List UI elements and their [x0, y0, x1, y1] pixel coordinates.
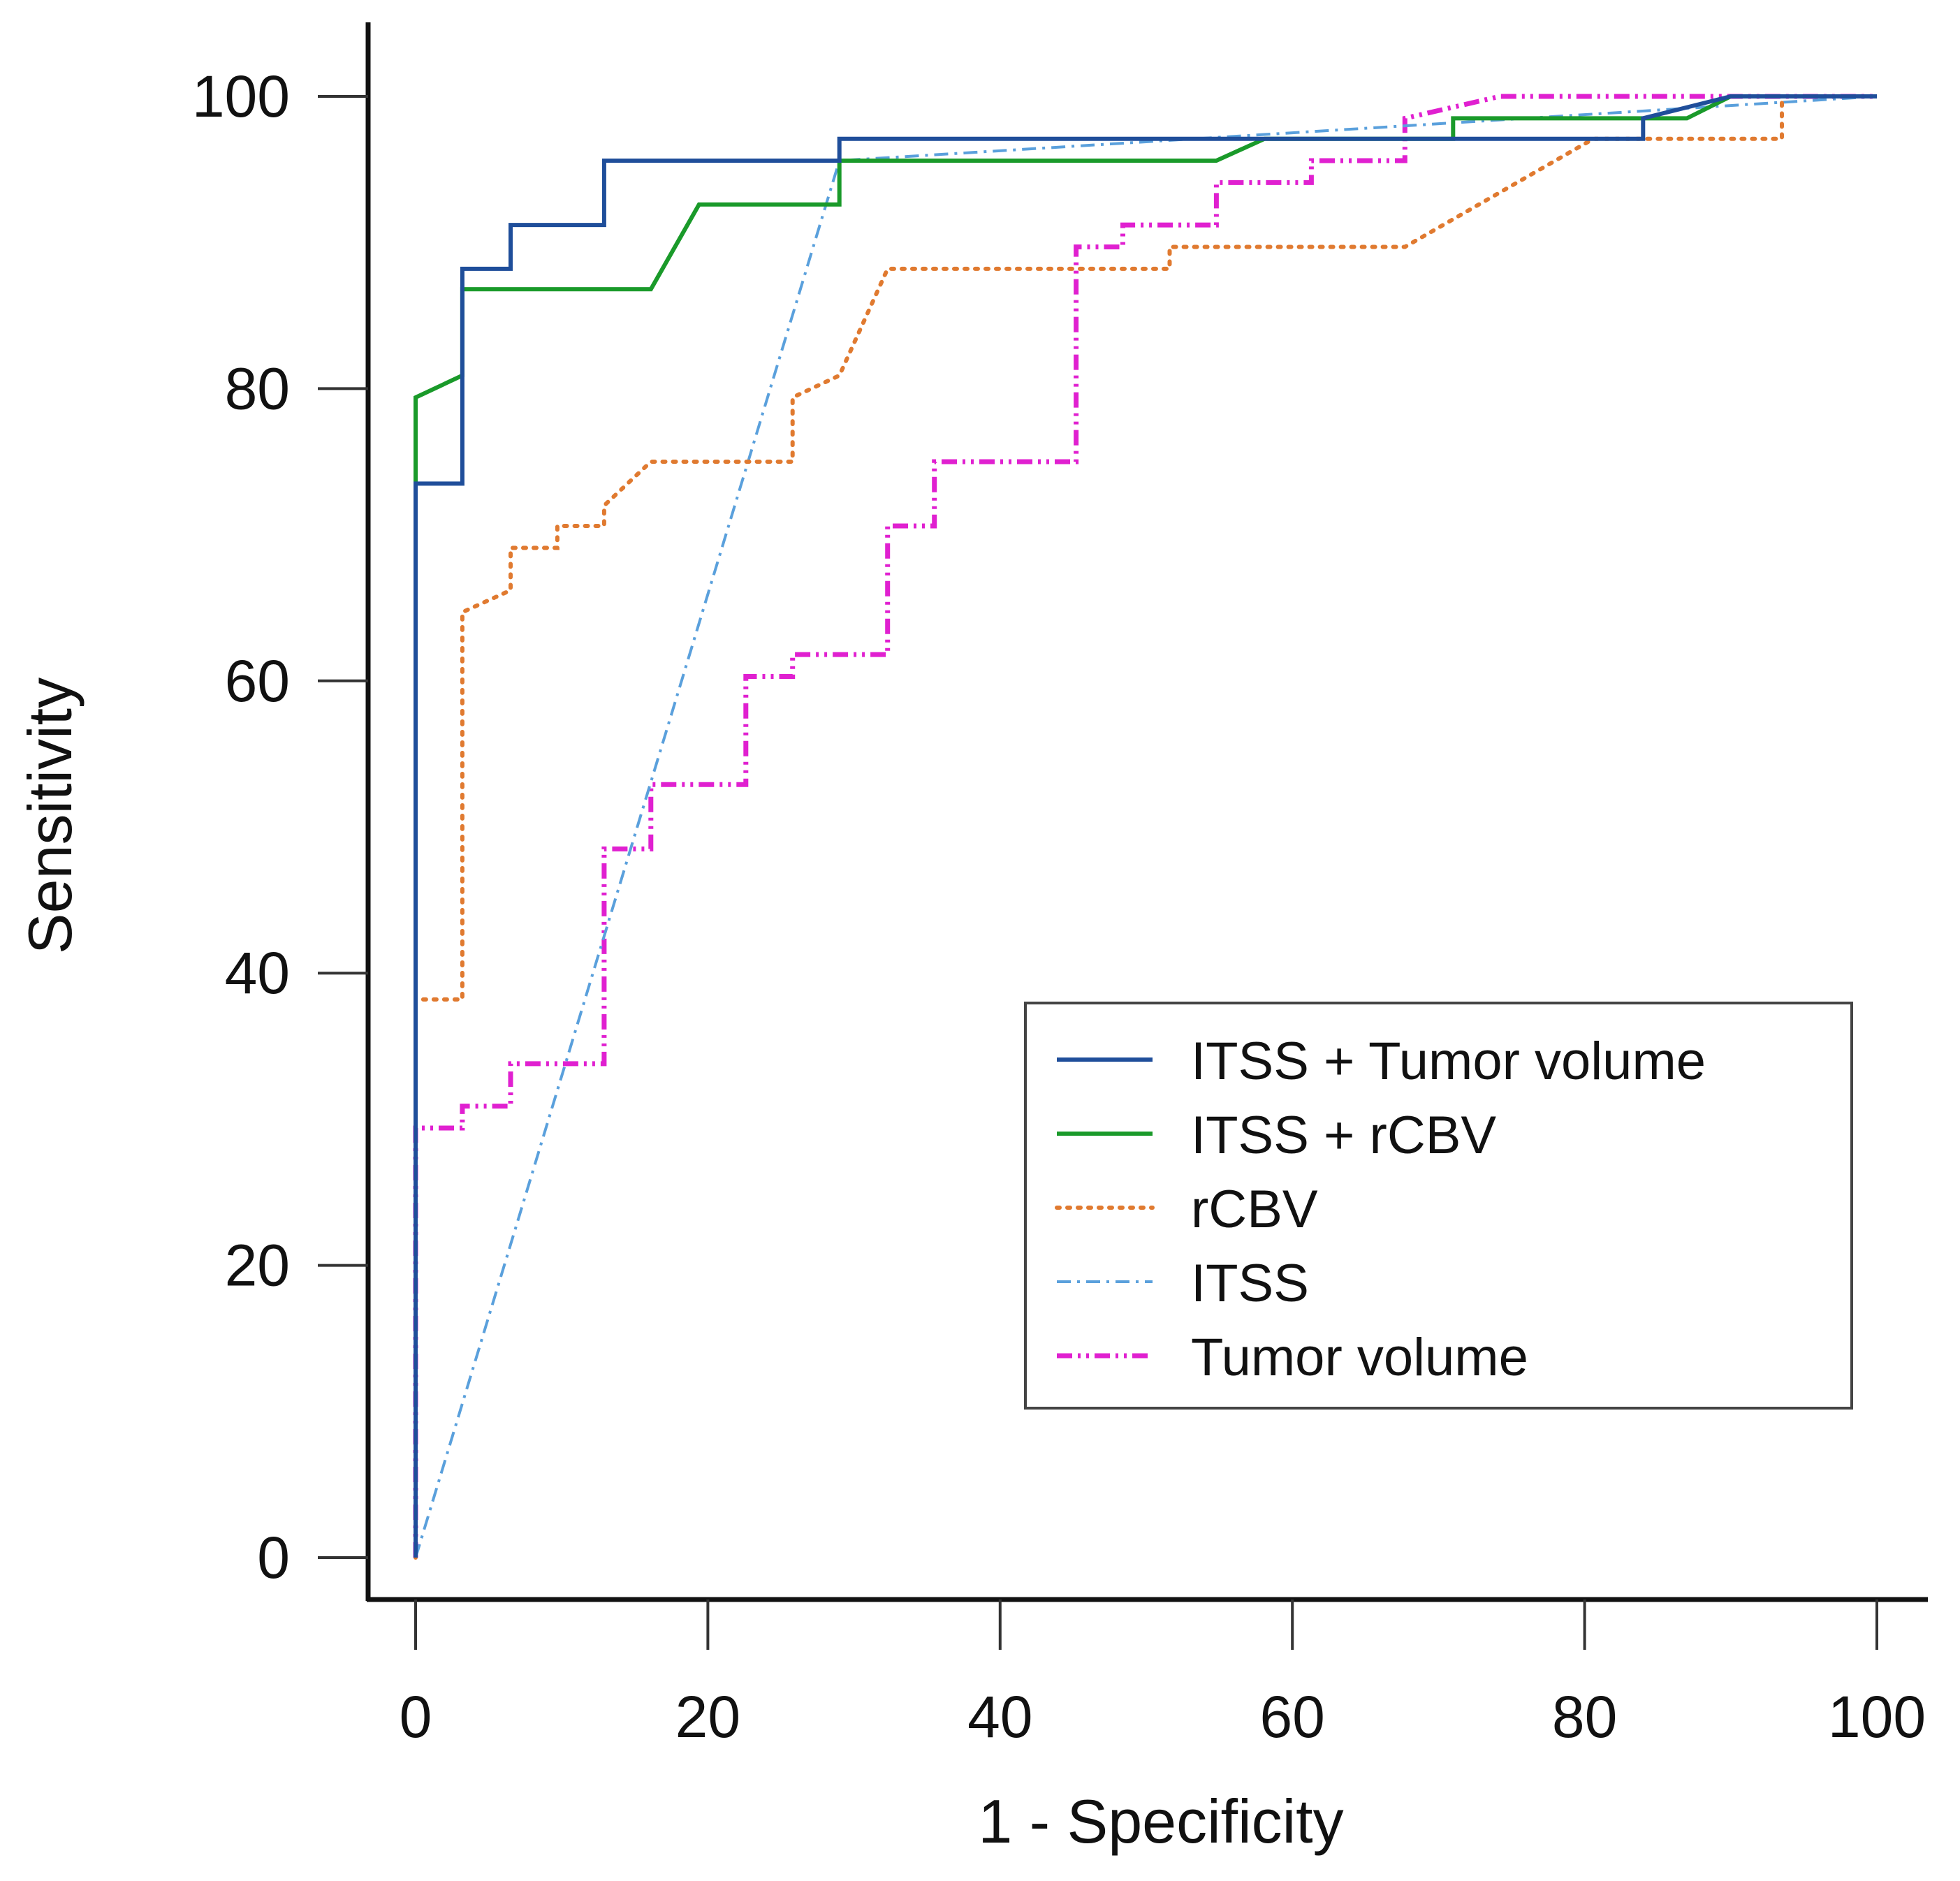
- x-tick-label: 20: [675, 1684, 740, 1750]
- series-line-rcbv: [414, 94, 1879, 1560]
- legend-label: ITSS + Tumor volume: [1191, 1032, 1706, 1091]
- y-tick-label: 100: [192, 64, 290, 129]
- legend-label: ITSS: [1191, 1254, 1309, 1313]
- x-tick-label: 100: [1828, 1684, 1926, 1750]
- y-tick-label: 80: [225, 356, 290, 421]
- series-lines: [413, 94, 1879, 1560]
- legend-box: [1024, 1002, 1853, 1410]
- series-line-tumor-volume: [413, 94, 1877, 1558]
- x-axis-title: 1 - Specificity: [978, 1787, 1343, 1856]
- y-tick-label: 0: [257, 1525, 290, 1590]
- y-tick-label: 60: [225, 648, 290, 714]
- legend: ITSS + Tumor volume ITSS + rCBV rCBV ITSS Tu…: [1024, 1002, 1853, 1410]
- y-axis-title: Sensitivity: [15, 678, 85, 954]
- x-tick-label: 60: [1259, 1684, 1324, 1750]
- x-tick-label: 40: [967, 1684, 1032, 1750]
- y-tick-label: 40: [225, 940, 290, 1006]
- y-tick-label: 20: [225, 1233, 290, 1298]
- x-tick-label: 80: [1552, 1684, 1617, 1750]
- legend-label: ITSS + rCBV: [1191, 1106, 1496, 1165]
- series-line-itss-tumor-volume: [414, 94, 1877, 1558]
- legend-label: Tumor volume: [1191, 1328, 1528, 1387]
- series-line-itss: [414, 95, 1878, 1558]
- axes: 0 20 40 60 80 100 0 20 40 60 80 100 1 - Specificity S…: [15, 22, 1928, 1856]
- x-tick-label: 0: [400, 1684, 432, 1750]
- legend-label: rCBV: [1191, 1180, 1318, 1239]
